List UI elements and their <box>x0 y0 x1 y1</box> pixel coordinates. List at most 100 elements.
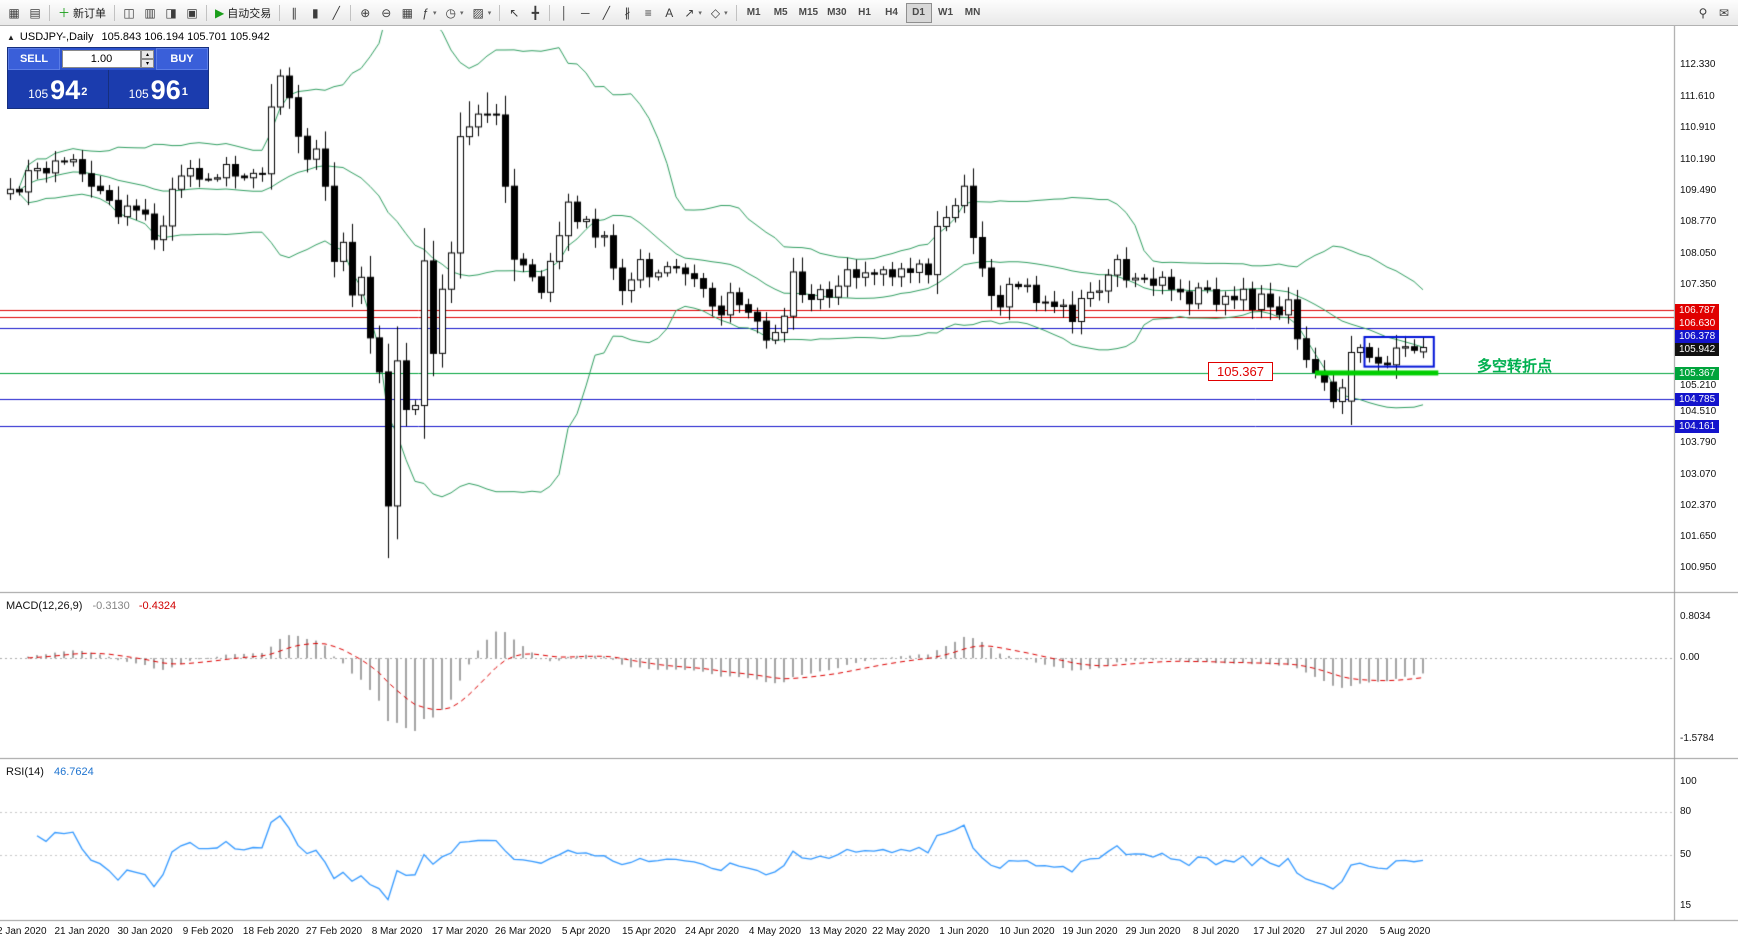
toolbar-separator <box>735 4 737 21</box>
macd-main-value: -0.3130 <box>92 600 130 612</box>
arrows-button[interactable]: ↗ ▾ <box>680 3 706 23</box>
new-chart-button[interactable]: ▦ <box>4 3 24 23</box>
chevron-down-icon: ▾ <box>487 9 492 17</box>
trendline-button[interactable]: ╱ <box>596 3 616 23</box>
toolbar-separator <box>350 4 352 21</box>
text-icon: A <box>665 5 674 20</box>
line-chart-icon: ╱ <box>332 5 340 20</box>
chart-ohlc-values: 105.843 106.194 105.701 105.942 <box>101 31 270 43</box>
volume-input[interactable] <box>62 50 141 68</box>
fibonacci-icon: ≡ <box>644 5 652 20</box>
bar-chart-icon: ∥ <box>291 5 298 20</box>
sell-price-sup: 2 <box>81 85 88 98</box>
turning-point-annotation[interactable]: 多空转折点 <box>1477 357 1553 375</box>
zoom-in-icon: ⊕ <box>360 5 371 20</box>
timeframe-w1-button[interactable]: W1 <box>933 3 959 23</box>
sell-button[interactable]: SELL <box>8 48 60 70</box>
bar-chart-button[interactable]: ∥ <box>284 3 304 23</box>
cursor-button[interactable]: ↖ <box>504 3 524 23</box>
sell-price-display[interactable]: 105 94 2 <box>8 70 109 108</box>
timeframe-m1-button[interactable]: M1 <box>741 3 767 23</box>
crosshair-button[interactable]: ╋ <box>525 3 545 23</box>
macd-signal-value: -0.4324 <box>138 600 177 612</box>
buy-button[interactable]: BUY <box>156 48 208 70</box>
market-watch-button[interactable]: ◫ <box>119 3 139 23</box>
market-watch-icon: ◫ <box>123 5 135 20</box>
timeframe-m5-button[interactable]: M5 <box>768 3 794 23</box>
timeframe-h1-button[interactable]: H1 <box>852 3 878 23</box>
timeframe-h4-button[interactable]: H4 <box>879 3 905 23</box>
shapes-icon: ◇ <box>710 5 721 20</box>
community-chat-button[interactable]: ✉ <box>1714 3 1734 23</box>
equidistant-channel-button[interactable]: ∦ <box>617 3 637 23</box>
timeframe-m30-button[interactable]: M30 <box>823 3 850 23</box>
price-chart-canvas[interactable] <box>0 26 1738 946</box>
autotrading-icon: ▶ <box>215 5 225 20</box>
profiles-button[interactable]: ▤ <box>25 3 45 23</box>
fibonacci-button[interactable]: ≡ <box>638 3 658 23</box>
volume-up-button[interactable]: ▴ <box>141 50 154 59</box>
text-button[interactable]: A <box>659 3 679 23</box>
new-chart-icon: ▦ <box>8 5 20 20</box>
indicators-button[interactable]: ƒ ▾ <box>418 3 440 23</box>
macd-indicator-label: MACD(12,26,9) -0.3130 -0.4324 <box>6 600 176 612</box>
new-order-icon: ＋ <box>58 5 71 20</box>
zoom-in-button[interactable]: ⊕ <box>355 3 375 23</box>
indicators-icon: ƒ <box>422 5 429 20</box>
tile-windows-button[interactable]: ▦ <box>397 3 417 23</box>
equidistant-channel-icon: ∦ <box>624 5 631 20</box>
timeframe-d1-button[interactable]: D1 <box>905 2 932 23</box>
line-chart-button[interactable]: ╱ <box>326 3 346 23</box>
autotrading-button-label: 自动交易 <box>227 7 272 20</box>
buy-price-display[interactable]: 105 96 1 <box>108 70 208 108</box>
autotrading-button[interactable]: ▶ 自动交易 <box>211 3 275 23</box>
toolbar-separator <box>206 4 208 21</box>
zoom-out-button[interactable]: ⊖ <box>376 3 396 23</box>
buy-price-base: 105 <box>128 86 149 101</box>
toolbar-separator <box>279 4 281 21</box>
navigator-button[interactable]: ◨ <box>161 3 181 23</box>
macd-title: MACD(12,26,9) <box>6 600 83 612</box>
tile-windows-icon: ▦ <box>401 5 413 20</box>
terminal-button[interactable]: ▣ <box>182 3 202 23</box>
candlestick-chart-icon: ▮ <box>311 5 319 20</box>
templates-icon: ▨ <box>472 5 484 20</box>
candlestick-chart-button[interactable]: ▮ <box>305 3 325 23</box>
community-chat-icon: ✉ <box>1718 5 1730 20</box>
toolbar-separator <box>499 4 501 21</box>
periods-icon: ◷ <box>445 5 456 20</box>
chart-title-bar: ▲ USDJPY-,Daily 105.843 106.194 105.701 … <box>7 31 270 43</box>
cursor-icon: ↖ <box>509 5 520 20</box>
search-button[interactable]: ⚲ <box>1693 3 1713 23</box>
timeframe-mn-button[interactable]: MN <box>960 3 986 23</box>
vertical-line-button[interactable]: │ <box>554 3 574 23</box>
terminal-icon: ▣ <box>186 5 198 20</box>
data-window-button[interactable]: ▥ <box>140 3 160 23</box>
trade-panel-toggle-icon[interactable]: ▲ <box>7 32 15 42</box>
volume-down-button[interactable]: ▾ <box>141 59 154 68</box>
periods-button[interactable]: ◷ ▾ <box>441 3 467 23</box>
timeframe-m15-button[interactable]: M15 <box>795 3 822 23</box>
rsi-indicator-label: RSI(14) 46.7624 <box>6 766 94 778</box>
buy-price-pips: 96 <box>150 75 181 105</box>
templates-button[interactable]: ▨ ▾ <box>468 3 495 23</box>
vertical-line-icon: │ <box>560 5 569 20</box>
chevron-down-icon: ▾ <box>432 9 437 17</box>
arrows-icon: ↗ <box>684 5 695 20</box>
trendline-icon: ╱ <box>602 5 610 20</box>
toolbar-separator <box>114 4 116 21</box>
search-icon: ⚲ <box>1698 5 1708 20</box>
zoom-out-icon: ⊖ <box>381 5 392 20</box>
horizontal-line-icon: ─ <box>581 5 590 20</box>
sell-price-base: 105 <box>28 86 49 101</box>
navigator-icon: ◨ <box>165 5 177 20</box>
shapes-button[interactable]: ◇ ▾ <box>707 3 732 23</box>
rsi-title: RSI(14) <box>6 766 44 778</box>
chart-symbol-period: USDJPY-,Daily <box>19 31 94 43</box>
main-toolbar: ▦ ▤ ＋新订单 ◫ ▥ ◨ ▣ ▶ 自动交易 ∥ ▮ ╱ ⊕ ⊖ ▦ ƒ ▾ ◷ ▾ ▨ ▾ ↖ ╋ │ ─ ╱ ∦ ≡ A ↗ ▾ ◇ ▾ M… <box>0 0 1738 26</box>
new-order-button[interactable]: ＋新订单 <box>54 3 110 23</box>
rsi-value: 46.7624 <box>53 766 94 778</box>
support-price-annotation[interactable]: 105.367 <box>1208 361 1273 381</box>
horizontal-line-button[interactable]: ─ <box>575 3 595 23</box>
